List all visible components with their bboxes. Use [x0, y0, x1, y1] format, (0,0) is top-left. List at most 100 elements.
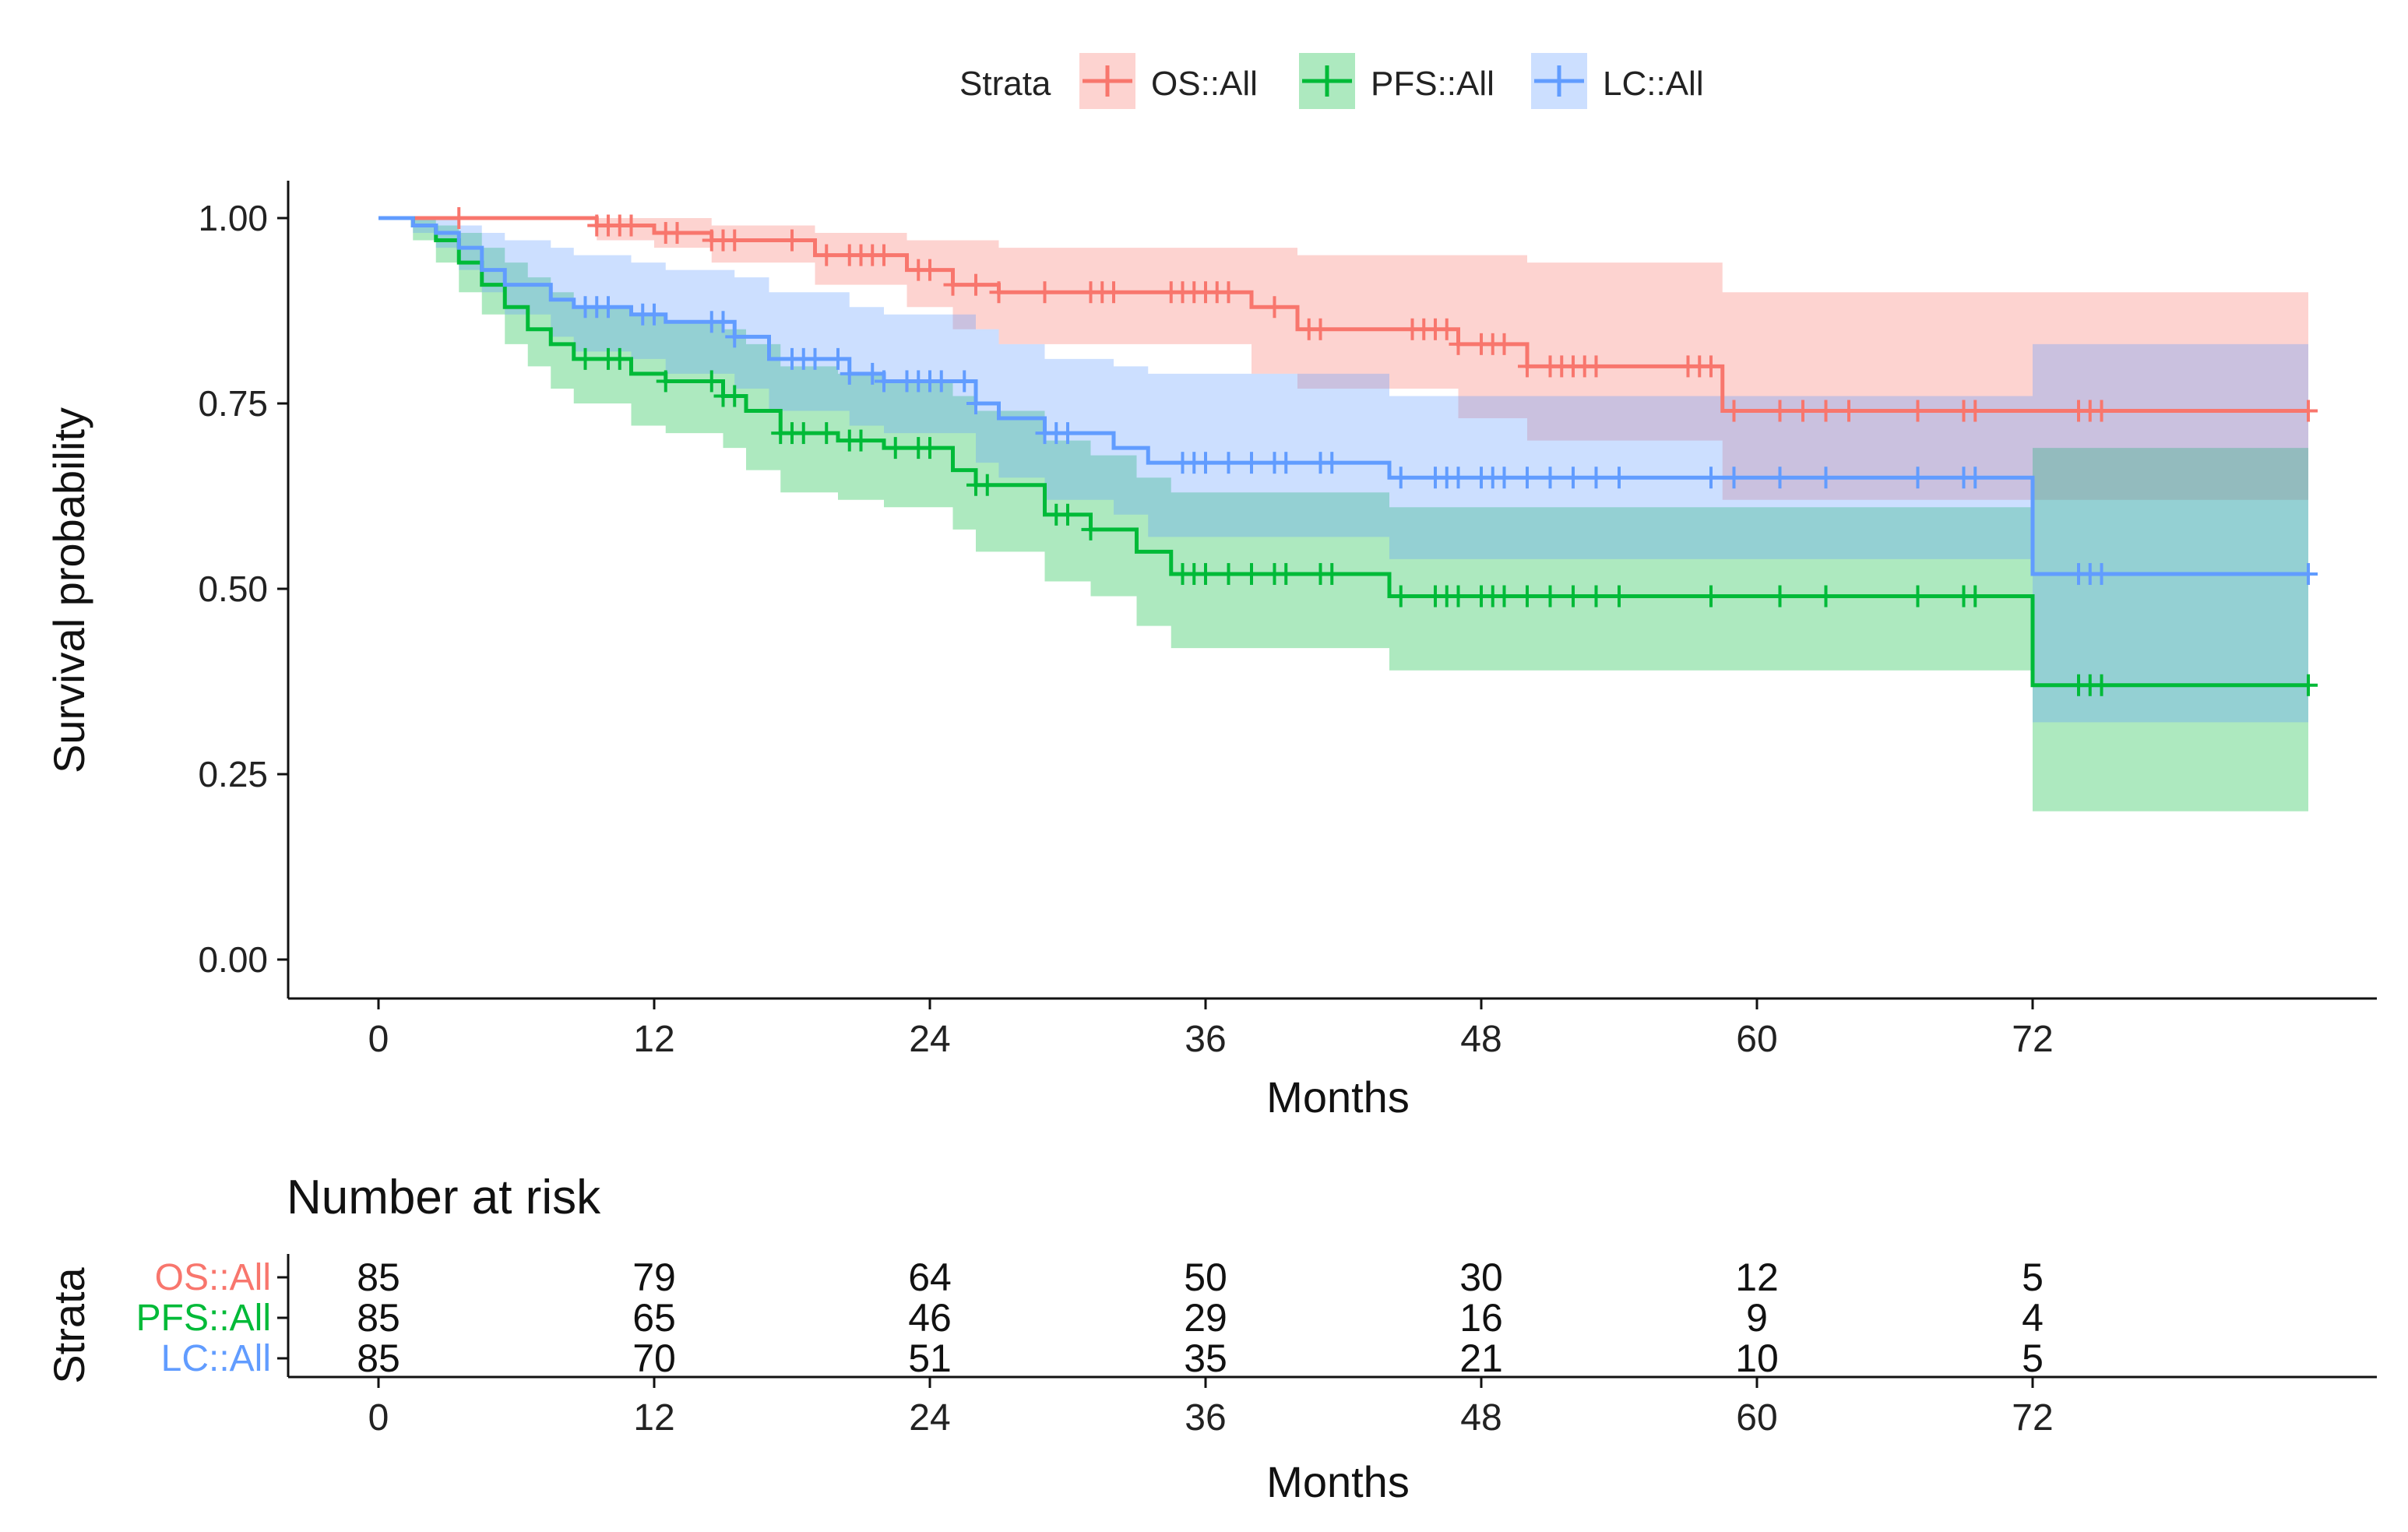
censor-mark-lc-all	[1322, 452, 1342, 474]
risk-x-tick-label: 60	[1736, 1397, 1777, 1439]
censor-mark-lc-all	[1449, 467, 1468, 489]
censor-mark-lc-all	[1702, 467, 1720, 489]
censor-mark-lc-all	[1196, 452, 1215, 474]
risk-count: 5	[2022, 1256, 2044, 1299]
risk-row-label: LC::All	[161, 1338, 271, 1379]
censor-mark-os-all	[1437, 318, 1456, 340]
censor-mark-lc-all	[863, 362, 882, 385]
censor-mark-pfs-all	[1058, 503, 1077, 526]
censor-mark-lc-all	[2092, 562, 2111, 585]
censor-mark-lc-all	[829, 347, 847, 370]
censor-mark-pfs-all	[851, 429, 871, 452]
censor-mark-os-all	[449, 207, 469, 229]
censor-mark-lc-all	[599, 296, 618, 319]
risk-count: 5	[2022, 1337, 2044, 1380]
censor-marks	[449, 207, 2318, 696]
censor-mark-lc-all	[1564, 467, 1582, 489]
risk-row-label: PFS::All	[136, 1298, 271, 1339]
censor-mark-pfs-all	[1564, 585, 1582, 608]
censor-mark-os-all	[1702, 355, 1720, 378]
risk-table-y-axis-label: Strata	[44, 1266, 93, 1383]
y-axis-label: Survival probability	[44, 407, 93, 773]
risk-table-title: Number at risk	[287, 1171, 601, 1224]
censor-mark-os-all	[1816, 400, 1836, 422]
censor-mark-os-all	[875, 244, 893, 266]
censor-mark-lc-all	[1058, 422, 1077, 445]
risk-count: 12	[1735, 1256, 1779, 1299]
risk-count: 50	[1184, 1256, 1227, 1299]
x-axis-ticks: 0 12 24 36 48 60 72	[368, 998, 2054, 1060]
censor-mark-pfs-all	[1391, 585, 1410, 608]
y-tick-label: 0.75	[198, 383, 268, 424]
censor-mark-lc-all	[1219, 452, 1238, 474]
legend-items: OS::All PFS::All LC::All	[1079, 53, 1704, 109]
censor-mark-os-all	[989, 281, 1009, 304]
curve-lc-all	[378, 216, 2308, 576]
censor-mark-pfs-all	[921, 437, 939, 460]
censor-mark-os-all	[725, 229, 745, 252]
band-os-all	[378, 218, 2308, 500]
censor-mark-lc-all	[1966, 467, 1985, 489]
censor-mark-pfs-all	[702, 370, 721, 393]
censor-mark-os-all	[1219, 281, 1238, 304]
censor-mark-pfs-all	[1449, 585, 1468, 608]
censor-mark-lc-all	[1610, 467, 1628, 489]
censor-mark-pfs-all	[1219, 562, 1238, 585]
risk-count: 85	[357, 1337, 400, 1380]
censor-mark-lc-all	[1816, 467, 1836, 489]
censor-mark-os-all	[2299, 400, 2318, 422]
risk-count: 85	[357, 1296, 400, 1340]
censor-mark-os-all	[1449, 333, 1468, 355]
censor-mark-lc-all	[966, 393, 985, 414]
risk-table: Number at risk OS::All 85 79 64 50 30 12 5PFS::…	[44, 1171, 2377, 1506]
x-tick-label: 60	[1736, 1019, 1777, 1060]
legend-label-lc-all: LC::All	[1603, 65, 1704, 103]
legend-item-lc-all: LC::All	[1531, 53, 1704, 109]
censor-mark-pfs-all	[1540, 585, 1560, 608]
x-tick-label: 48	[1460, 1019, 1501, 1060]
y-tick-label: 0.00	[198, 939, 268, 980]
risk-x-tick-label: 0	[368, 1397, 389, 1439]
risk-row-pfs-all: PFS::All 85 65 46 29 16 9 4	[136, 1296, 2044, 1340]
risk-count: 70	[632, 1337, 676, 1380]
risk-x-tick-label: 72	[2012, 1397, 2053, 1439]
risk-count: 65	[632, 1296, 676, 1340]
censor-mark-os-all	[1265, 296, 1284, 319]
censor-mark-os-all	[1035, 281, 1054, 304]
risk-x-tick-label: 36	[1185, 1397, 1226, 1439]
censor-mark-lc-all	[840, 362, 859, 385]
risk-count: 30	[1459, 1256, 1503, 1299]
x-tick-label: 72	[2012, 1019, 2053, 1060]
censor-mark-os-all	[1724, 400, 1744, 422]
censor-mark-os-all	[1586, 355, 1606, 378]
censor-mark-lc-all	[1908, 467, 1927, 489]
censor-mark-pfs-all	[1518, 585, 1537, 608]
risk-row-os-all: OS::All 85 79 64 50 30 12 5	[155, 1256, 2044, 1299]
censor-mark-pfs-all	[1966, 585, 1985, 608]
risk-count: 29	[1184, 1296, 1227, 1340]
censor-mark-pfs-all	[656, 370, 675, 393]
band-lc-all	[378, 218, 2308, 723]
censor-mark-os-all	[621, 214, 641, 237]
censor-mark-lc-all	[1391, 467, 1410, 489]
censor-mark-os-all	[966, 273, 985, 296]
censor-mark-pfs-all	[1196, 562, 1215, 585]
censor-mark-lc-all	[931, 370, 951, 393]
risk-row-label: OS::All	[155, 1257, 271, 1298]
risk-table-axes	[287, 1254, 2377, 1379]
censor-mark-pfs-all	[885, 437, 905, 460]
censor-mark-pfs-all	[1610, 585, 1628, 608]
censor-mark-pfs-all	[1816, 585, 1836, 608]
risk-table-x-axis-label: Months	[1266, 1457, 1410, 1506]
risk-count: 46	[908, 1296, 952, 1340]
censor-mark-os-all	[943, 273, 963, 296]
censor-mark-pfs-all	[1908, 585, 1927, 608]
censor-mark-lc-all	[1276, 452, 1296, 474]
censor-mark-lc-all	[713, 311, 733, 333]
censor-mark-lc-all	[805, 347, 825, 370]
censor-mark-os-all	[1518, 355, 1537, 378]
x-tick-label: 24	[909, 1019, 950, 1060]
censor-mark-lc-all	[1518, 467, 1537, 489]
